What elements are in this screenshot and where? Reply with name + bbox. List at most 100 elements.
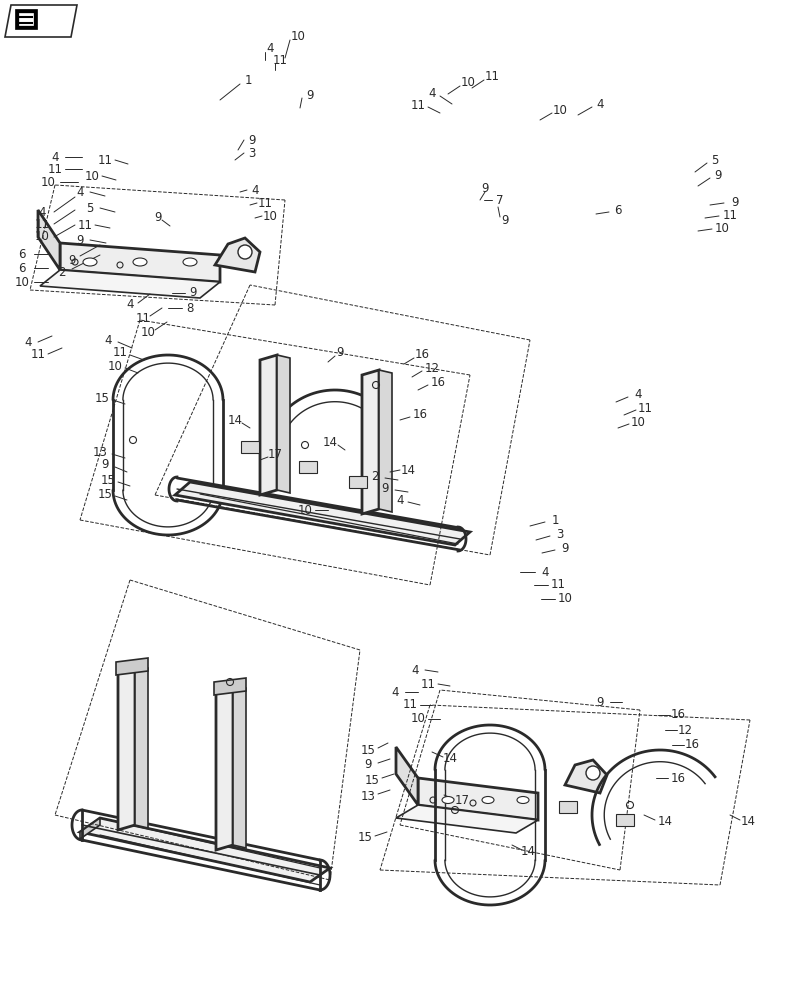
Polygon shape xyxy=(564,760,607,793)
Text: 3: 3 xyxy=(556,528,563,540)
Polygon shape xyxy=(216,685,233,850)
Text: 9: 9 xyxy=(101,458,109,472)
Text: 11: 11 xyxy=(550,578,564,591)
Text: 4: 4 xyxy=(427,87,436,100)
Text: 15: 15 xyxy=(364,774,379,786)
Text: 9: 9 xyxy=(248,134,255,147)
Bar xyxy=(616,814,633,826)
Bar xyxy=(298,461,316,473)
Polygon shape xyxy=(215,238,260,272)
Text: 11: 11 xyxy=(272,54,287,67)
Text: 8: 8 xyxy=(186,302,194,314)
Text: 15: 15 xyxy=(97,488,112,502)
Text: 9: 9 xyxy=(731,196,738,209)
Text: 15: 15 xyxy=(357,831,372,844)
Text: 14: 14 xyxy=(322,436,337,448)
Text: 11: 11 xyxy=(402,698,417,711)
Text: 10: 10 xyxy=(262,210,277,223)
Text: 17: 17 xyxy=(454,793,469,806)
Bar xyxy=(558,801,577,813)
Ellipse shape xyxy=(83,258,97,266)
Text: 6: 6 xyxy=(18,247,26,260)
Ellipse shape xyxy=(133,258,147,266)
Text: 7: 7 xyxy=(496,194,503,207)
Circle shape xyxy=(586,766,599,780)
Text: 9: 9 xyxy=(336,346,343,359)
Text: 10: 10 xyxy=(35,231,49,243)
Text: 9: 9 xyxy=(68,253,75,266)
Text: 14: 14 xyxy=(442,752,457,764)
Text: 15: 15 xyxy=(94,391,109,404)
Text: 4: 4 xyxy=(391,686,398,698)
Text: 12: 12 xyxy=(424,361,439,374)
Text: 6: 6 xyxy=(613,204,621,217)
Text: 11: 11 xyxy=(97,154,113,167)
Text: 15: 15 xyxy=(360,743,375,756)
Polygon shape xyxy=(38,210,60,270)
Text: 10: 10 xyxy=(140,326,155,338)
Ellipse shape xyxy=(517,796,528,803)
Polygon shape xyxy=(277,355,290,493)
Text: 1: 1 xyxy=(244,74,251,87)
Text: 10: 10 xyxy=(290,30,305,43)
Text: 11: 11 xyxy=(722,209,736,222)
Polygon shape xyxy=(214,678,246,695)
Text: 14: 14 xyxy=(740,815,754,828)
Text: 16: 16 xyxy=(684,738,698,752)
Polygon shape xyxy=(80,818,329,882)
Text: 10: 10 xyxy=(15,275,29,288)
Text: 10: 10 xyxy=(714,222,728,235)
Text: 10: 10 xyxy=(630,416,645,428)
Text: 16: 16 xyxy=(412,408,427,422)
Text: 10: 10 xyxy=(84,170,99,183)
Polygon shape xyxy=(135,665,148,828)
Polygon shape xyxy=(116,658,148,675)
Text: 4: 4 xyxy=(410,664,418,676)
Text: 4: 4 xyxy=(24,336,32,350)
Polygon shape xyxy=(60,243,220,282)
Text: 9: 9 xyxy=(364,758,371,772)
Text: 4: 4 xyxy=(38,206,45,219)
Text: 11: 11 xyxy=(31,349,45,361)
Text: 4: 4 xyxy=(126,298,134,312)
Bar xyxy=(241,441,259,453)
Polygon shape xyxy=(80,818,100,839)
Text: 10: 10 xyxy=(551,104,567,117)
Ellipse shape xyxy=(441,796,453,803)
Text: 11: 11 xyxy=(410,99,425,112)
Polygon shape xyxy=(379,370,392,512)
Text: 13: 13 xyxy=(360,790,375,802)
Text: 14: 14 xyxy=(227,414,242,426)
Text: 4: 4 xyxy=(396,493,403,506)
Text: 14: 14 xyxy=(657,815,672,828)
Text: 10: 10 xyxy=(297,504,312,516)
Text: 4: 4 xyxy=(51,151,58,164)
Polygon shape xyxy=(15,9,37,29)
Text: 14: 14 xyxy=(400,464,415,477)
Text: 11: 11 xyxy=(420,678,435,690)
Text: 9: 9 xyxy=(481,182,488,195)
Text: 9: 9 xyxy=(560,542,568,554)
Text: 4: 4 xyxy=(104,334,112,347)
Polygon shape xyxy=(175,482,470,545)
Polygon shape xyxy=(233,685,246,848)
Text: 9: 9 xyxy=(189,286,196,300)
Text: 9: 9 xyxy=(595,696,603,708)
Text: 5: 5 xyxy=(710,154,718,167)
Text: 11: 11 xyxy=(135,312,150,324)
Polygon shape xyxy=(396,747,418,805)
Bar xyxy=(349,476,367,488)
Polygon shape xyxy=(260,355,277,495)
Text: 6: 6 xyxy=(18,261,26,274)
Text: 10: 10 xyxy=(41,176,55,189)
Text: 11: 11 xyxy=(47,163,62,176)
Text: 4: 4 xyxy=(76,186,84,199)
Text: 9: 9 xyxy=(381,482,388,494)
Text: 9: 9 xyxy=(500,214,508,227)
Text: 11: 11 xyxy=(113,347,127,360)
Text: 11: 11 xyxy=(257,197,272,210)
Polygon shape xyxy=(40,270,220,298)
Text: 10: 10 xyxy=(460,76,475,89)
Text: 11: 11 xyxy=(637,401,652,414)
Text: 12: 12 xyxy=(676,723,692,736)
